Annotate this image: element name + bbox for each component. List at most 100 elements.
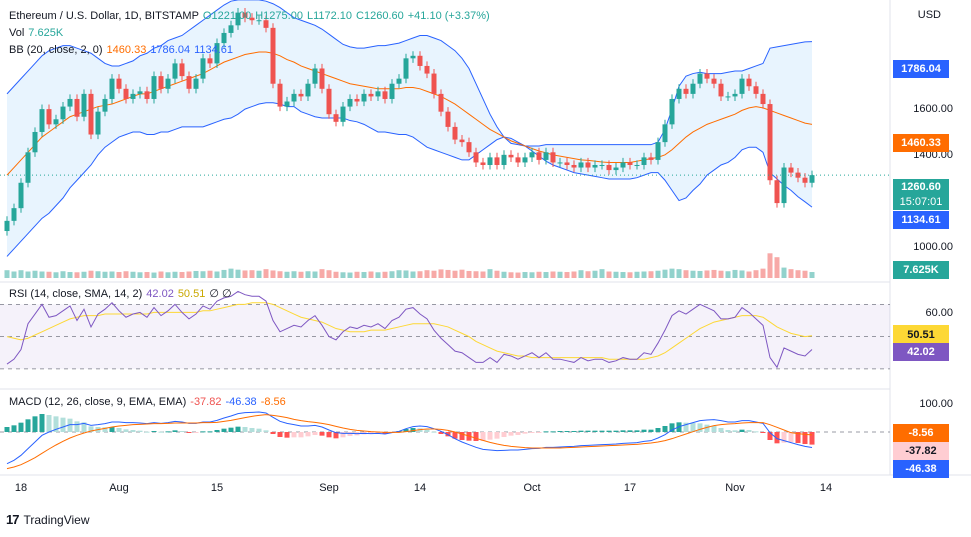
volume-bar	[676, 269, 682, 278]
volume-bar	[585, 271, 591, 278]
volume-bar	[32, 270, 38, 278]
volume-bar	[116, 272, 122, 278]
candle-body	[74, 98, 80, 117]
bb-upper-tag: 1786.04	[893, 60, 949, 78]
macd-line	[6, 411, 813, 465]
candle-body	[578, 162, 584, 168]
candle-body	[158, 76, 164, 89]
volume-bar	[494, 270, 500, 278]
high-value: H1275.00	[255, 10, 303, 22]
macd-histogram-bar	[592, 430, 598, 432]
countdown-tag: 15:07:01	[893, 195, 949, 210]
volume-bar	[228, 268, 234, 278]
macd-histogram-bar	[158, 431, 164, 433]
macd-histogram-bar	[424, 429, 430, 432]
macd-histogram-bar	[753, 431, 759, 433]
candle-body	[438, 93, 444, 112]
volume-bar	[172, 271, 178, 278]
volume-bar	[144, 272, 150, 278]
volume-bar	[627, 272, 633, 278]
volume-bar	[319, 269, 325, 278]
volume-bar	[242, 270, 248, 278]
volume-bar	[613, 271, 619, 278]
volume-bar	[60, 271, 66, 278]
rsi-sma-line	[6, 302, 813, 360]
candle-body	[739, 78, 745, 94]
candle-body	[564, 162, 570, 165]
candle-body	[424, 65, 430, 74]
candle-body	[452, 126, 458, 140]
candle-body	[802, 177, 808, 183]
macd-histogram-bar	[711, 426, 717, 432]
x-axis-label: 17	[623, 482, 637, 494]
volume-bar	[291, 271, 297, 278]
macd-histogram-bar	[802, 432, 808, 444]
macd-histogram-bar	[508, 432, 514, 436]
macd-histogram-bar	[235, 426, 241, 432]
candle-body	[732, 93, 738, 97]
vol-label: Vol	[9, 27, 25, 39]
price-axis-label: 1600.00	[913, 103, 953, 115]
brand[interactable]: 17 TradingView	[6, 512, 90, 527]
candle-body	[431, 73, 437, 94]
candle-body	[200, 58, 206, 79]
volume-bar	[746, 271, 752, 278]
volume-bar	[53, 272, 59, 278]
macd-histogram-bar	[403, 429, 409, 432]
macd-histogram-bar	[179, 431, 185, 432]
volume-bar	[396, 270, 402, 278]
candle-body	[263, 20, 269, 28]
macd-histogram-bar	[88, 426, 94, 432]
candle-body	[361, 93, 367, 102]
candle-body	[221, 32, 227, 44]
candle-body	[487, 157, 493, 165]
macd-histogram-bar	[739, 429, 745, 432]
volume-bar	[599, 269, 605, 278]
macd-histogram-bar	[263, 430, 269, 432]
candle-body	[704, 73, 710, 79]
volume-bar	[578, 270, 584, 278]
price-axis-label: 1000.00	[913, 241, 953, 253]
price-legend: Ethereum / U.S. Dollar, 1D, BITSTAMP O122…	[9, 9, 494, 23]
volume-bar	[501, 271, 507, 278]
macd-histogram-bar	[781, 432, 787, 443]
candle-body	[382, 91, 388, 99]
candle-body	[144, 91, 150, 99]
macd-histogram-bar	[585, 430, 591, 432]
volume-bar	[165, 272, 171, 278]
macd-histogram-bar	[256, 428, 262, 432]
volume-bar	[557, 271, 563, 278]
volume-bar	[774, 257, 780, 278]
candle-body	[305, 83, 311, 97]
candle-body	[494, 157, 500, 165]
volume-bar	[487, 269, 493, 278]
rsi-sma-tag: 50.51	[893, 325, 949, 343]
candle-body	[193, 78, 199, 89]
candle-body	[697, 73, 703, 84]
candle-body	[326, 88, 332, 115]
volume-bar	[732, 269, 738, 278]
candle-body	[417, 55, 423, 66]
volume-bar	[620, 272, 626, 278]
candle-body	[312, 68, 318, 84]
macd-histogram-bar	[522, 432, 528, 434]
volume-bar	[781, 267, 787, 278]
macd-histogram-bar	[60, 417, 66, 432]
tradingview-logo-icon: 17	[6, 512, 20, 527]
macd-histogram-bar	[627, 430, 633, 432]
volume-bar	[340, 272, 346, 278]
macd-histogram-bar	[641, 429, 647, 432]
volume-bar	[389, 271, 395, 278]
macd-signal-tag: -8.56	[893, 424, 949, 442]
volume-bar	[648, 271, 654, 278]
candle-body	[11, 208, 17, 221]
volume-bar	[410, 271, 416, 278]
volume-bar	[571, 271, 577, 278]
candle-body	[333, 114, 339, 122]
macd-histogram-bar	[137, 430, 143, 432]
volume-bar	[564, 272, 570, 278]
volume-bar	[795, 270, 801, 278]
volume-bar	[221, 269, 227, 278]
rsi-tag: 42.02	[893, 343, 949, 361]
